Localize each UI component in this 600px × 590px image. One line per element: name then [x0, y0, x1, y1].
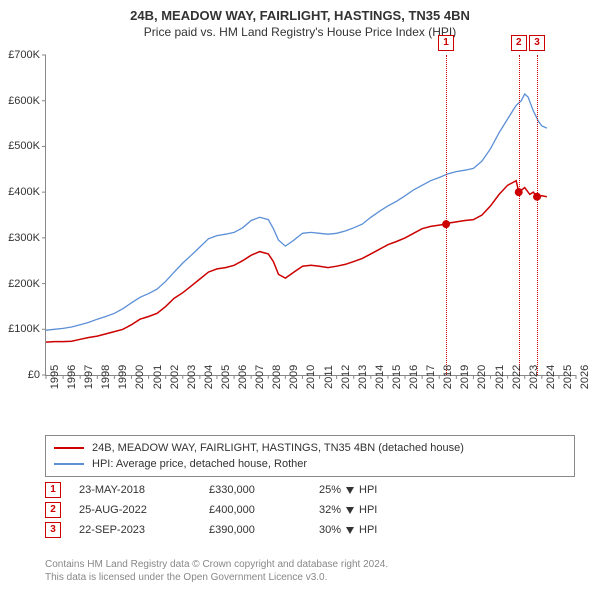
arrow-down-icon [346, 487, 354, 494]
event-vline [446, 55, 447, 375]
xtick-label: 2002 [169, 365, 181, 389]
event-pct: 30% [319, 524, 341, 536]
event-price: £330,000 [209, 484, 319, 496]
arrow-down-icon [346, 507, 354, 514]
ytick-label: £500K [0, 140, 40, 152]
series-hpi [46, 94, 547, 330]
event-ref: HPI [359, 504, 377, 516]
plot-region: 123 [45, 55, 576, 376]
legend-label: HPI: Average price, detached house, Roth… [92, 458, 307, 470]
events-table: 1 23-MAY-2018£330,00025% HPI 2 25-AUG-2022£4… [45, 480, 439, 540]
xtick-label: 2000 [134, 365, 146, 389]
ytick-label: £600K [0, 95, 40, 107]
xtick-label: 2016 [408, 365, 420, 389]
xtick-label: 2009 [288, 365, 300, 389]
event-marker-box: 1 [438, 35, 454, 51]
xtick-label: 2024 [545, 365, 557, 389]
xtick-label: 2018 [442, 365, 454, 389]
legend: 24B, MEADOW WAY, FAIRLIGHT, HASTINGS, TN… [45, 435, 575, 477]
footer-line-2: This data is licensed under the Open Gov… [45, 571, 388, 584]
legend-swatch [54, 447, 84, 449]
ytick-label: £0 [0, 369, 40, 381]
ytick-label: £400K [0, 186, 40, 198]
ytick-label: £100K [0, 323, 40, 335]
event-diff: 32% HPI [319, 504, 439, 516]
xtick-label: 1998 [100, 365, 112, 389]
xtick-label: 2003 [186, 365, 198, 389]
xtick-label: 2017 [425, 365, 437, 389]
xtick-label: 1995 [49, 365, 61, 389]
event-price: £400,000 [209, 504, 319, 516]
event-row: 3 22-SEP-2023£390,00030% HPI [45, 520, 439, 540]
event-pct: 25% [319, 484, 341, 496]
event-vline [537, 55, 538, 375]
event-diff: 30% HPI [319, 524, 439, 536]
event-price: £390,000 [209, 524, 319, 536]
xtick-label: 2022 [511, 365, 523, 389]
xtick-label: 2014 [374, 365, 386, 389]
xtick-label: 2015 [391, 365, 403, 389]
event-pct: 32% [319, 504, 341, 516]
chart-title: 24B, MEADOW WAY, FAIRLIGHT, HASTINGS, TN… [0, 0, 600, 23]
ytick-label: £700K [0, 49, 40, 61]
legend-row: HPI: Average price, detached house, Roth… [54, 456, 566, 472]
xtick-label: 2004 [203, 365, 215, 389]
event-ref: HPI [359, 484, 377, 496]
footer-attribution: Contains HM Land Registry data © Crown c… [45, 558, 388, 584]
xtick-label: 2013 [357, 365, 369, 389]
legend-label: 24B, MEADOW WAY, FAIRLIGHT, HASTINGS, TN… [92, 442, 464, 454]
xtick-label: 2006 [237, 365, 249, 389]
event-date: 22-SEP-2023 [79, 524, 209, 536]
xtick-label: 2008 [271, 365, 283, 389]
event-date: 23-MAY-2018 [79, 484, 209, 496]
xtick-label: 1999 [117, 365, 129, 389]
chart-area: 123 £0£100K£200K£300K£400K£500K£600K£700… [45, 55, 575, 395]
event-vline [519, 55, 520, 375]
event-row: 2 25-AUG-2022£400,00032% HPI [45, 500, 439, 520]
event-marker-box: 2 [511, 35, 527, 51]
ytick-label: £200K [0, 278, 40, 290]
series-property_price [46, 181, 547, 342]
event-ref: HPI [359, 524, 377, 536]
plot-svg [46, 55, 576, 375]
xtick-label: 2023 [528, 365, 540, 389]
xtick-label: 2007 [254, 365, 266, 389]
xtick-label: 2005 [220, 365, 232, 389]
event-row: 1 23-MAY-2018£330,00025% HPI [45, 480, 439, 500]
xtick-label: 2021 [494, 365, 506, 389]
xtick-label: 1996 [66, 365, 78, 389]
xtick-label: 2019 [459, 365, 471, 389]
event-num-box: 3 [45, 522, 61, 538]
event-num-box: 2 [45, 502, 61, 518]
xtick-label: 2010 [305, 365, 317, 389]
ytick-label: £300K [0, 232, 40, 244]
xtick-label: 1997 [83, 365, 95, 389]
xtick-label: 2011 [323, 365, 335, 389]
xtick-label: 2026 [579, 365, 591, 389]
event-num-box: 1 [45, 482, 61, 498]
xtick-label: 2025 [562, 365, 574, 389]
event-diff: 25% HPI [319, 484, 439, 496]
xtick-label: 2001 [152, 365, 164, 389]
footer-line-1: Contains HM Land Registry data © Crown c… [45, 558, 388, 571]
event-date: 25-AUG-2022 [79, 504, 209, 516]
event-marker-box: 3 [529, 35, 545, 51]
chart-container: 24B, MEADOW WAY, FAIRLIGHT, HASTINGS, TN… [0, 0, 600, 590]
legend-row: 24B, MEADOW WAY, FAIRLIGHT, HASTINGS, TN… [54, 440, 566, 456]
legend-swatch [54, 463, 84, 465]
xtick-label: 2020 [476, 365, 488, 389]
arrow-down-icon [346, 527, 354, 534]
xtick-label: 2012 [340, 365, 352, 389]
